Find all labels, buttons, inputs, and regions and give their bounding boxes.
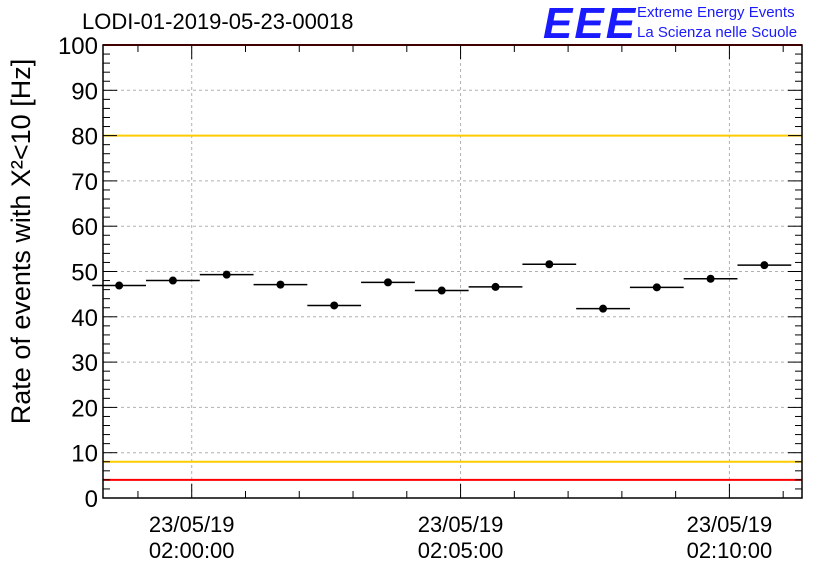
y-axis-label: Rate of events with X²<10 [Hz]	[6, 59, 36, 424]
data-point	[545, 260, 554, 269]
logo-line2: La Scienza nelle Scuole	[637, 24, 798, 41]
eee-logo-text: Extreme Energy Events La Scienza nelle S…	[637, 3, 797, 43]
data-point	[276, 280, 285, 289]
y-tick-label: 0	[85, 486, 98, 513]
logo-line1: Extreme Energy Events	[637, 4, 795, 21]
y-tick-label: 100	[58, 33, 98, 60]
data-point	[491, 282, 500, 291]
y-tick-label: 40	[71, 305, 98, 332]
y-tick-label: 90	[71, 78, 98, 105]
eee-logo-icon: EEE	[543, 0, 638, 48]
data-point	[168, 276, 177, 285]
x-tick-time-label: 02:00:00	[149, 538, 235, 563]
y-tick-label: 10	[71, 441, 98, 468]
x-tick-date-label: 23/05/19	[418, 512, 504, 537]
x-tick-time-label: 02:05:00	[418, 538, 504, 563]
data-point	[760, 261, 769, 270]
data-point	[437, 286, 446, 295]
y-tick-label: 30	[71, 350, 98, 377]
y-tick-label: 50	[71, 260, 98, 287]
y-tick-label: 80	[71, 124, 98, 151]
data-point	[222, 270, 231, 279]
data-point	[115, 281, 124, 290]
y-tick-label: 60	[71, 214, 98, 241]
chart-title: LODI-01-2019-05-23-00018	[82, 9, 354, 34]
x-tick-time-label: 02:10:00	[687, 538, 773, 563]
data-point	[706, 274, 715, 283]
x-tick-date-label: 23/05/19	[149, 512, 235, 537]
data-point	[652, 283, 661, 292]
data-point	[330, 301, 339, 310]
y-tick-label: 20	[71, 395, 98, 422]
y-tick-label: 70	[71, 169, 98, 196]
data-point	[599, 304, 608, 313]
data-point	[383, 278, 392, 287]
x-tick-date-label: 23/05/19	[687, 512, 773, 537]
